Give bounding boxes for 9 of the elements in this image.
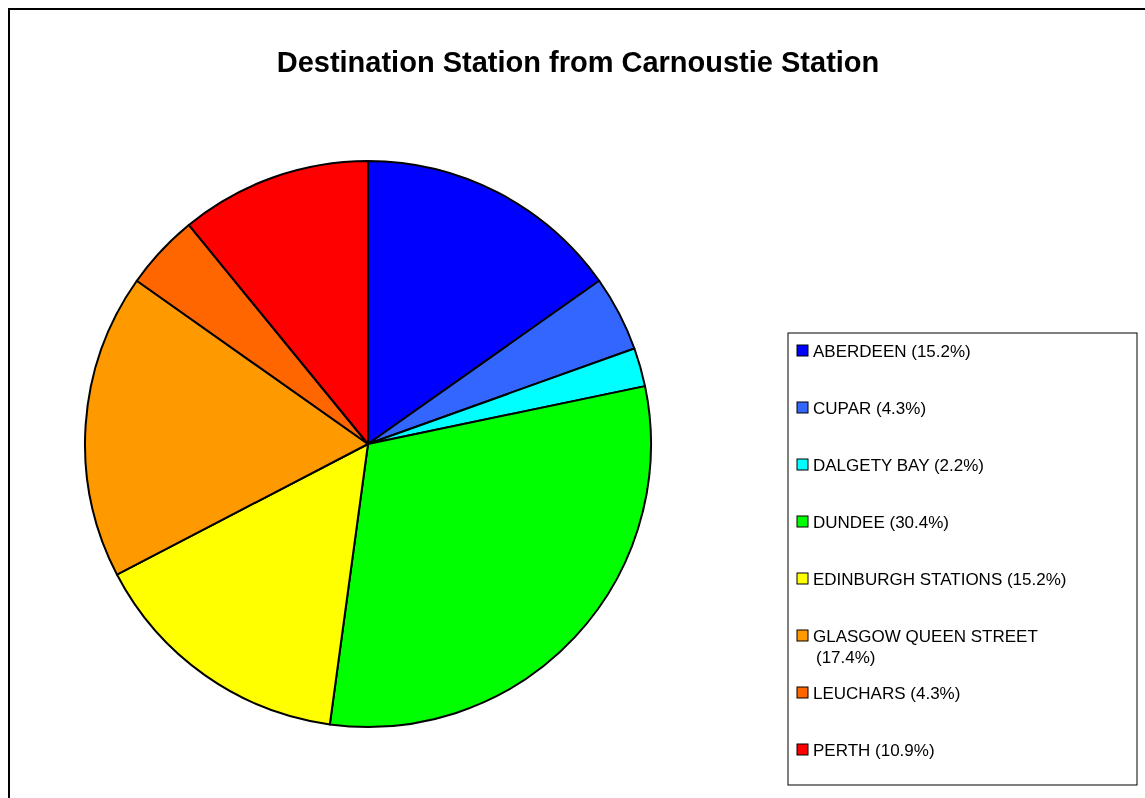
legend-label: GLASGOW QUEEN STREET (17.4%) — [813, 626, 1038, 667]
legend-label: LEUCHARS (4.3%) — [813, 683, 961, 703]
legend-label: DALGETY BAY (2.2%) — [813, 455, 985, 475]
chart-title: Destination Station from Carnoustie Station — [276, 46, 880, 78]
legend-label: ABERDEEN (15.2%) — [813, 341, 971, 361]
legend-label: PERTH (10.9%) — [813, 740, 935, 760]
legend-label: DUNDEE (30.4%) — [813, 512, 950, 532]
legend-label: EDINBURGH STATIONS (15.2%) — [813, 569, 1067, 589]
legend-label: CUPAR (4.3%) — [813, 398, 927, 418]
